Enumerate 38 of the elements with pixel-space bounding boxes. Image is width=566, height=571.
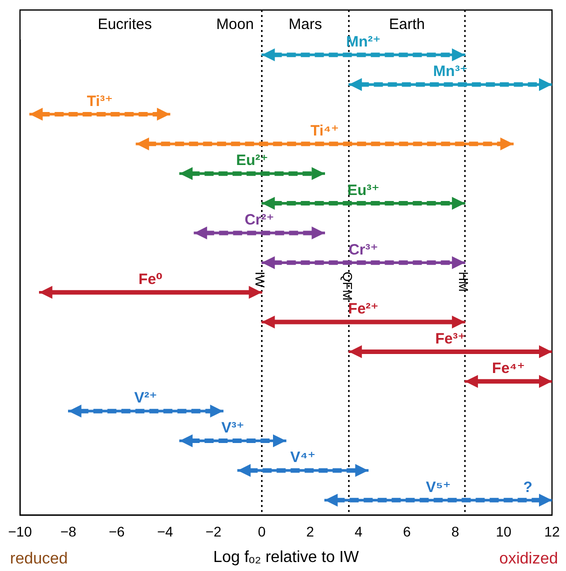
x-tick-label: 0 bbox=[258, 523, 266, 540]
ref-line-label: HM bbox=[456, 272, 471, 292]
x-tick-label: 2 bbox=[306, 523, 314, 540]
y-tick-label: Eu³⁺ bbox=[347, 182, 380, 199]
x-tick-label: −10 bbox=[8, 523, 32, 540]
y-tick-label: Cr²⁺ bbox=[244, 212, 274, 229]
x-tick-label: 10 bbox=[496, 523, 512, 540]
text: reduced bbox=[10, 550, 68, 568]
y-tick-label: Mn²⁺ bbox=[346, 33, 381, 50]
y-tick-label: Ti³⁺ bbox=[86, 92, 113, 110]
y-tick-label: Cr³⁺ bbox=[348, 241, 378, 258]
x-tick-label: −4 bbox=[157, 523, 174, 540]
text: oxidized bbox=[499, 550, 558, 568]
y-tick-label: Ti⁴⁺ bbox=[310, 122, 339, 140]
y-tick-label: Fe³⁺ bbox=[435, 330, 466, 348]
y-tick-label: Mn³⁺ bbox=[433, 63, 468, 80]
x-tick-label: 12 bbox=[544, 523, 560, 540]
y-tick-label: V⁴⁺ bbox=[290, 449, 316, 466]
x-tick-label: −8 bbox=[60, 523, 77, 540]
x-tick-label: 4 bbox=[354, 523, 363, 540]
y-tick-label: V⁵⁺ bbox=[426, 478, 451, 496]
annotation: Eucrites bbox=[98, 16, 152, 34]
x-tick-label: −6 bbox=[108, 523, 125, 540]
y-tick-label: V²⁺ bbox=[134, 390, 158, 407]
x-axis-title: Log fₒ₂ relative to IW bbox=[213, 548, 360, 566]
y-tick-label: Fe⁴⁺ bbox=[492, 360, 525, 378]
y-tick-label: V³⁺ bbox=[221, 419, 244, 436]
x-tick-label: 8 bbox=[451, 523, 460, 540]
annotation: ? bbox=[523, 478, 532, 496]
annotation: Mars bbox=[288, 16, 322, 34]
y-tick-label: Fe⁰ bbox=[138, 270, 163, 288]
x-tick-label: −2 bbox=[205, 523, 222, 540]
ref-line-label: QFM bbox=[340, 272, 355, 301]
annotation: Earth bbox=[388, 16, 425, 34]
x-tick-label: 6 bbox=[403, 523, 412, 540]
y-tick-label: Fe²⁺ bbox=[348, 300, 379, 318]
y-tick-label: Eu²⁺ bbox=[236, 152, 268, 170]
annotation: Moon bbox=[216, 16, 254, 34]
